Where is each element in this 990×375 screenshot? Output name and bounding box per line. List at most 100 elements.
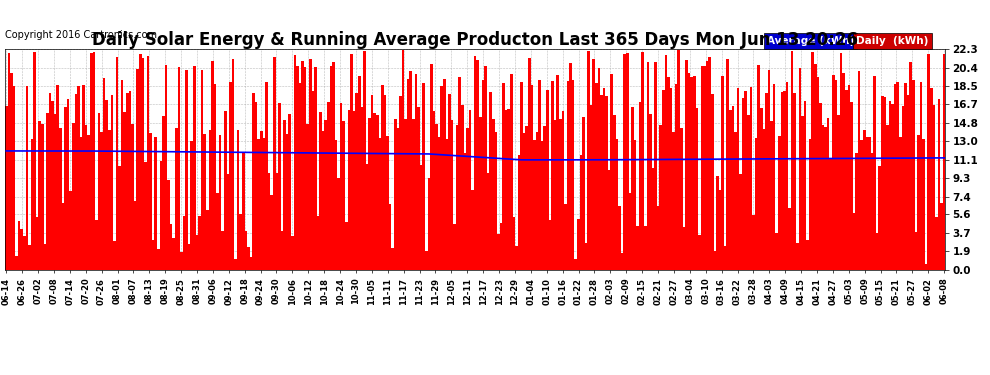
Bar: [706, 61, 709, 270]
Bar: [265, 82, 267, 270]
Bar: [817, 77, 819, 270]
Bar: [254, 102, 257, 270]
Bar: [742, 98, 744, 270]
Bar: [881, 96, 884, 270]
Bar: [312, 91, 314, 270]
Bar: [296, 66, 299, 270]
Bar: [172, 238, 175, 270]
Bar: [716, 176, 719, 270]
Bar: [876, 233, 878, 270]
Bar: [528, 58, 531, 270]
Bar: [487, 173, 489, 270]
Bar: [544, 126, 546, 270]
Bar: [631, 107, 634, 270]
Bar: [675, 84, 677, 270]
Bar: [611, 74, 613, 270]
Bar: [624, 54, 626, 270]
Bar: [180, 252, 183, 270]
Bar: [582, 117, 585, 270]
Bar: [378, 138, 381, 270]
Bar: [479, 117, 482, 270]
Text: Daily  (kWh): Daily (kWh): [856, 36, 929, 46]
Bar: [235, 259, 237, 270]
Bar: [273, 57, 275, 270]
Bar: [327, 102, 330, 270]
Bar: [819, 103, 822, 270]
Bar: [940, 203, 942, 270]
Bar: [41, 124, 44, 270]
Bar: [685, 60, 688, 270]
Bar: [897, 82, 899, 270]
Bar: [164, 64, 167, 270]
Bar: [227, 174, 229, 270]
Bar: [598, 68, 600, 270]
Bar: [801, 116, 804, 270]
Bar: [108, 130, 111, 270]
Bar: [938, 99, 940, 270]
Bar: [100, 132, 103, 270]
Bar: [355, 93, 358, 270]
Bar: [515, 246, 518, 270]
Bar: [579, 154, 582, 270]
Bar: [564, 204, 566, 270]
Bar: [587, 51, 590, 270]
Bar: [116, 57, 119, 270]
Bar: [865, 137, 868, 270]
Bar: [832, 75, 835, 270]
Bar: [780, 92, 783, 270]
Bar: [338, 178, 340, 270]
Bar: [775, 233, 778, 270]
Bar: [476, 60, 479, 270]
Bar: [438, 137, 441, 270]
Bar: [320, 112, 322, 270]
Bar: [44, 244, 47, 270]
Bar: [822, 125, 825, 270]
Bar: [616, 139, 618, 270]
Bar: [878, 166, 881, 270]
Bar: [283, 120, 286, 270]
Bar: [621, 252, 624, 270]
Bar: [92, 52, 95, 270]
Bar: [518, 155, 521, 270]
Bar: [159, 161, 162, 270]
Bar: [309, 58, 312, 270]
Bar: [762, 129, 765, 270]
Bar: [450, 120, 453, 270]
Bar: [358, 76, 360, 270]
Bar: [696, 108, 698, 270]
Bar: [404, 118, 407, 270]
Bar: [850, 102, 852, 270]
Bar: [343, 120, 346, 270]
Bar: [304, 67, 307, 270]
Bar: [907, 94, 910, 270]
Bar: [443, 78, 446, 270]
Bar: [942, 54, 945, 270]
Bar: [492, 119, 495, 270]
Bar: [936, 217, 938, 270]
Bar: [245, 231, 248, 270]
Bar: [314, 66, 317, 270]
Bar: [729, 110, 732, 270]
Bar: [502, 82, 505, 270]
Bar: [732, 106, 735, 270]
Bar: [796, 243, 799, 270]
Bar: [335, 140, 338, 270]
Bar: [577, 219, 579, 270]
Bar: [873, 76, 876, 270]
Bar: [346, 222, 347, 270]
Bar: [505, 110, 508, 270]
Bar: [600, 94, 603, 270]
Bar: [659, 125, 662, 270]
Bar: [466, 128, 468, 270]
Bar: [69, 190, 72, 270]
Bar: [185, 70, 188, 270]
Bar: [740, 174, 742, 270]
Bar: [98, 113, 100, 270]
Bar: [211, 62, 214, 270]
Bar: [840, 53, 842, 270]
Bar: [201, 70, 203, 270]
Bar: [399, 96, 402, 270]
Bar: [920, 82, 923, 270]
Bar: [137, 69, 139, 270]
Bar: [458, 77, 461, 270]
